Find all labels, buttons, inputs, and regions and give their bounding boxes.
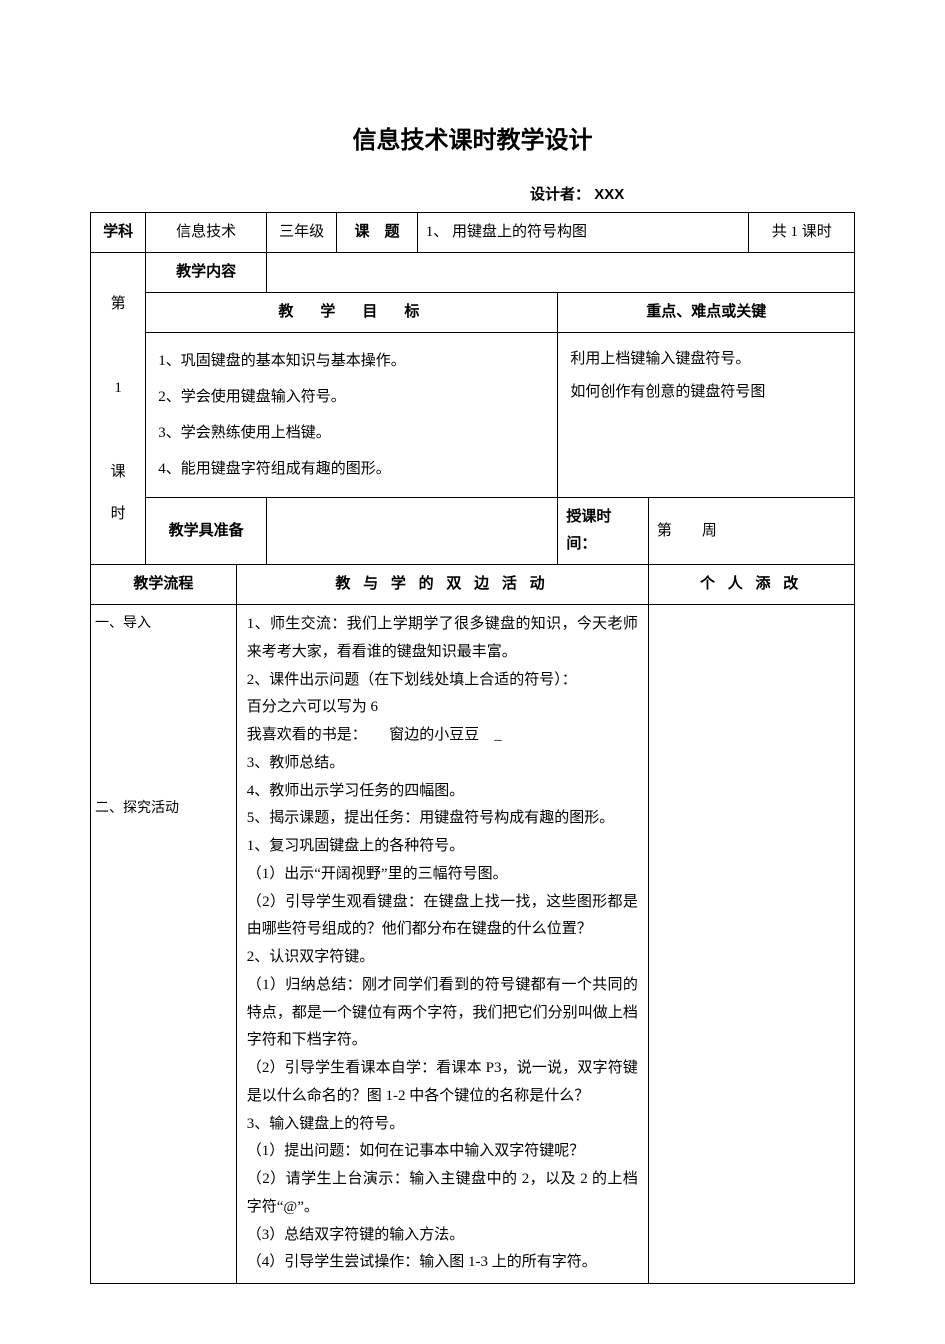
goals-row: 1、巩固键盘的基本知识与基本操作。 2、学会使用键盘输入符号。 3、学会熟练使用… <box>91 333 855 498</box>
designer-label: 设计者： <box>530 186 590 203</box>
header-row: 学科 信息技术 三年级 课 题 1、 用键盘上的符号构图 共 1 课时 <box>91 213 855 253</box>
total-periods: 共 1 课时 <box>749 213 855 253</box>
prep-row: 教学具准备 授课时间： 第 周 <box>91 498 855 565</box>
prep-value <box>266 498 557 565</box>
mod-heading: 个 人 添 改 <box>648 565 854 605</box>
mod-col <box>648 605 854 1284</box>
activities-text: 1、师生交流：我们上学期学了很多键盘的知识，今天老师来考考大家，看看谁的键盘知识… <box>236 605 648 1284</box>
keypoints-heading: 重点、难点或关键 <box>558 293 855 333</box>
prep-label: 教学具准备 <box>146 498 267 565</box>
flow-left-col: 一、导入 二、探究活动 <box>91 605 237 1284</box>
lesson-plan-page: 信息技术课时教学设计 设计者： XXX 学科 信息技术 三年级 课 题 1、 用… <box>0 0 945 1344</box>
flow-section-1: 一、导入 <box>95 611 232 636</box>
designer-line: 设计者： XXX <box>90 183 855 204</box>
content-label: 教学内容 <box>146 253 267 293</box>
goals-text: 1、巩固键盘的基本知识与基本操作。 2、学会使用键盘输入符号。 3、学会熟练使用… <box>146 333 558 498</box>
goals-heading: 教 学 目 标 <box>146 293 558 333</box>
keypoints-text: 利用上档键输入键盘符号。 如何创作有创意的键盘符号图 <box>558 333 855 498</box>
page-title: 信息技术课时教学设计 <box>90 120 855 155</box>
content-row: 第 1 课 时 教学内容 <box>91 253 855 293</box>
subject-label: 学科 <box>91 213 146 253</box>
period-label: 第 1 课 时 <box>91 253 146 565</box>
designer-name: XXX <box>594 186 624 203</box>
flow-heading-row: 教学流程 教 与 学 的 双 边 活 动 个 人 添 改 <box>91 565 855 605</box>
subject-value: 信息技术 <box>146 213 267 253</box>
time-label: 授课时间： <box>558 498 648 565</box>
topic-label: 课 题 <box>337 213 417 253</box>
flow-section-2: 二、探究活动 <box>95 796 232 821</box>
activities-heading: 教 与 学 的 双 边 活 动 <box>236 565 648 605</box>
flow-heading: 教学流程 <box>91 565 237 605</box>
goals-heading-row: 教 学 目 标 重点、难点或关键 <box>91 293 855 333</box>
topic-value: 1、 用键盘上的符号构图 <box>417 213 749 253</box>
lesson-plan-table: 学科 信息技术 三年级 课 题 1、 用键盘上的符号构图 共 1 课时 第 1 … <box>90 212 855 1284</box>
grade: 三年级 <box>266 213 336 253</box>
time-value: 第 周 <box>648 498 854 565</box>
flow-content-row: 一、导入 二、探究活动 1、师生交流：我们上学期学了很多键盘的知识，今天老师来考… <box>91 605 855 1284</box>
content-value <box>266 253 854 293</box>
